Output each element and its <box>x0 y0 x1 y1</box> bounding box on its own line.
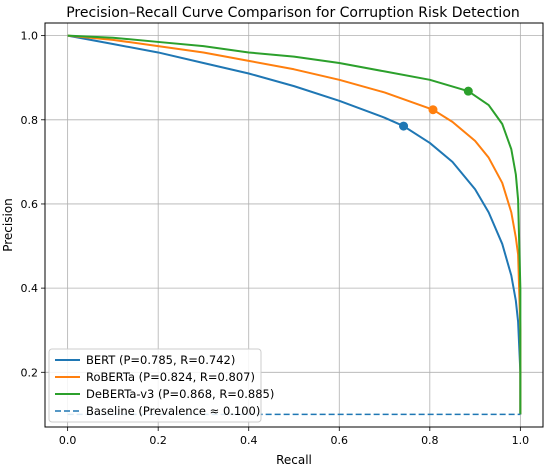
y-tick-label: 1.0 <box>21 30 39 43</box>
x-tick-label: 1.0 <box>512 434 530 447</box>
legend-label: Baseline (Prevalence ≈ 0.100) <box>86 404 260 418</box>
grid-lines <box>45 23 543 427</box>
series-line-deberta <box>67 34 522 415</box>
x-tick-label: 0.8 <box>421 434 439 447</box>
y-tick-label: 0.2 <box>21 366 39 379</box>
y-tick-label: 0.4 <box>21 282 39 295</box>
legend-label: BERT (P=0.785, R=0.742) <box>86 353 235 367</box>
marker-roberta <box>428 105 438 115</box>
plot-frame <box>44 22 544 428</box>
series-markers <box>399 86 473 131</box>
y-axis-label: Precision <box>1 198 15 252</box>
marker-bert <box>399 121 409 131</box>
series-line-roberta <box>67 34 522 415</box>
chart-title: Precision–Recall Curve Comparison for Co… <box>66 5 520 21</box>
x-tick-label: 0.0 <box>59 434 77 447</box>
x-tick-label: 0.2 <box>149 434 167 447</box>
x-tick-label: 0.6 <box>331 434 349 447</box>
legend: BERT (P=0.785, R=0.742) RoBERTa (P=0.824,… <box>48 348 274 423</box>
x-tick-label: 0.4 <box>240 434 258 447</box>
x-axis-label: Recall <box>276 453 312 467</box>
legend-box <box>48 348 262 423</box>
marker-deberta <box>463 86 473 96</box>
y-tick-label: 0.8 <box>21 114 39 127</box>
series-lines <box>67 34 522 416</box>
axis-ticks: 0.0 0.2 0.4 0.6 0.8 1.0 0.2 0.4 0.6 0.8 1.0 <box>21 30 530 447</box>
legend-label: RoBERTa (P=0.824, R=0.807) <box>86 370 255 384</box>
series-line-bert <box>67 34 522 415</box>
legend-label: DeBERTa-v3 (P=0.868, R=0.885) <box>86 387 274 401</box>
y-tick-label: 0.6 <box>21 198 39 211</box>
